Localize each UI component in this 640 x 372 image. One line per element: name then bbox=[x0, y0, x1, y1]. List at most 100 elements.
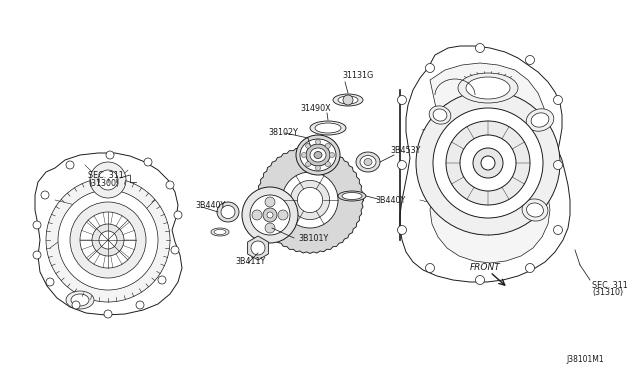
Circle shape bbox=[282, 172, 338, 228]
Circle shape bbox=[433, 108, 543, 218]
Circle shape bbox=[325, 162, 330, 167]
Circle shape bbox=[265, 223, 275, 233]
Circle shape bbox=[554, 160, 563, 170]
Circle shape bbox=[70, 202, 146, 278]
Ellipse shape bbox=[300, 139, 336, 171]
Text: J38101M1: J38101M1 bbox=[566, 356, 604, 365]
Circle shape bbox=[525, 263, 534, 273]
Circle shape bbox=[98, 170, 118, 190]
Ellipse shape bbox=[522, 199, 548, 221]
Ellipse shape bbox=[314, 151, 322, 158]
Text: SEC. 311: SEC. 311 bbox=[88, 170, 124, 180]
Polygon shape bbox=[248, 236, 268, 260]
Ellipse shape bbox=[338, 191, 366, 201]
Text: 38102Y: 38102Y bbox=[268, 128, 298, 137]
Circle shape bbox=[476, 44, 484, 52]
Circle shape bbox=[263, 208, 277, 222]
Polygon shape bbox=[258, 148, 362, 252]
Ellipse shape bbox=[66, 291, 94, 309]
Circle shape bbox=[90, 162, 126, 198]
Circle shape bbox=[306, 162, 310, 167]
Ellipse shape bbox=[214, 230, 226, 234]
Circle shape bbox=[397, 160, 406, 170]
Circle shape bbox=[46, 178, 170, 302]
Circle shape bbox=[278, 210, 288, 220]
Circle shape bbox=[325, 143, 330, 148]
Polygon shape bbox=[35, 153, 182, 315]
Circle shape bbox=[298, 187, 323, 213]
Circle shape bbox=[99, 231, 117, 249]
Circle shape bbox=[265, 197, 275, 207]
Circle shape bbox=[250, 195, 290, 235]
Circle shape bbox=[251, 241, 265, 255]
Circle shape bbox=[166, 181, 174, 189]
Circle shape bbox=[106, 151, 114, 159]
Ellipse shape bbox=[364, 158, 372, 166]
Ellipse shape bbox=[211, 228, 229, 236]
Ellipse shape bbox=[356, 152, 380, 172]
Ellipse shape bbox=[221, 205, 235, 218]
Circle shape bbox=[330, 153, 335, 157]
Circle shape bbox=[144, 158, 152, 166]
Circle shape bbox=[306, 143, 310, 148]
Text: 3B101Y: 3B101Y bbox=[298, 234, 328, 243]
Circle shape bbox=[41, 191, 49, 199]
Circle shape bbox=[301, 153, 307, 157]
Polygon shape bbox=[430, 63, 550, 263]
Circle shape bbox=[252, 210, 262, 220]
Polygon shape bbox=[257, 147, 364, 253]
Circle shape bbox=[104, 310, 112, 318]
Circle shape bbox=[136, 301, 144, 309]
Ellipse shape bbox=[429, 106, 451, 124]
Circle shape bbox=[174, 211, 182, 219]
Circle shape bbox=[343, 95, 353, 105]
Circle shape bbox=[460, 135, 516, 191]
Circle shape bbox=[92, 224, 124, 256]
Circle shape bbox=[58, 190, 158, 290]
Ellipse shape bbox=[526, 109, 554, 131]
Circle shape bbox=[242, 187, 298, 243]
Ellipse shape bbox=[310, 148, 326, 162]
Circle shape bbox=[316, 166, 321, 170]
Ellipse shape bbox=[342, 192, 362, 199]
Text: 3B411Y: 3B411Y bbox=[235, 257, 265, 266]
Circle shape bbox=[158, 276, 166, 284]
Ellipse shape bbox=[466, 77, 510, 99]
Circle shape bbox=[397, 96, 406, 105]
Ellipse shape bbox=[360, 155, 376, 169]
Circle shape bbox=[72, 301, 80, 309]
Circle shape bbox=[481, 156, 495, 170]
Circle shape bbox=[525, 55, 534, 64]
Circle shape bbox=[46, 278, 54, 286]
Ellipse shape bbox=[71, 294, 89, 306]
Text: 3B440Y: 3B440Y bbox=[195, 201, 225, 209]
Text: (31300): (31300) bbox=[88, 179, 119, 187]
Ellipse shape bbox=[306, 144, 330, 166]
Ellipse shape bbox=[433, 109, 447, 121]
Ellipse shape bbox=[338, 96, 358, 104]
Circle shape bbox=[66, 161, 74, 169]
Circle shape bbox=[171, 246, 179, 254]
Ellipse shape bbox=[531, 113, 549, 127]
Text: 3B453Y: 3B453Y bbox=[390, 145, 420, 154]
Ellipse shape bbox=[458, 73, 518, 103]
Ellipse shape bbox=[315, 123, 341, 133]
Ellipse shape bbox=[527, 203, 543, 217]
Circle shape bbox=[446, 121, 530, 205]
Circle shape bbox=[291, 180, 330, 219]
Circle shape bbox=[473, 148, 503, 178]
Polygon shape bbox=[400, 46, 570, 282]
Text: SEC. 311: SEC. 311 bbox=[592, 280, 628, 289]
Ellipse shape bbox=[310, 121, 346, 135]
Circle shape bbox=[397, 225, 406, 234]
Circle shape bbox=[267, 212, 273, 218]
Text: FRONT: FRONT bbox=[470, 263, 500, 273]
Text: 3B440Y: 3B440Y bbox=[375, 196, 405, 205]
Circle shape bbox=[554, 225, 563, 234]
Circle shape bbox=[316, 140, 321, 144]
Text: 31490X: 31490X bbox=[300, 103, 331, 112]
Ellipse shape bbox=[217, 202, 239, 222]
Circle shape bbox=[416, 91, 560, 235]
Circle shape bbox=[80, 212, 136, 268]
Ellipse shape bbox=[333, 94, 363, 106]
